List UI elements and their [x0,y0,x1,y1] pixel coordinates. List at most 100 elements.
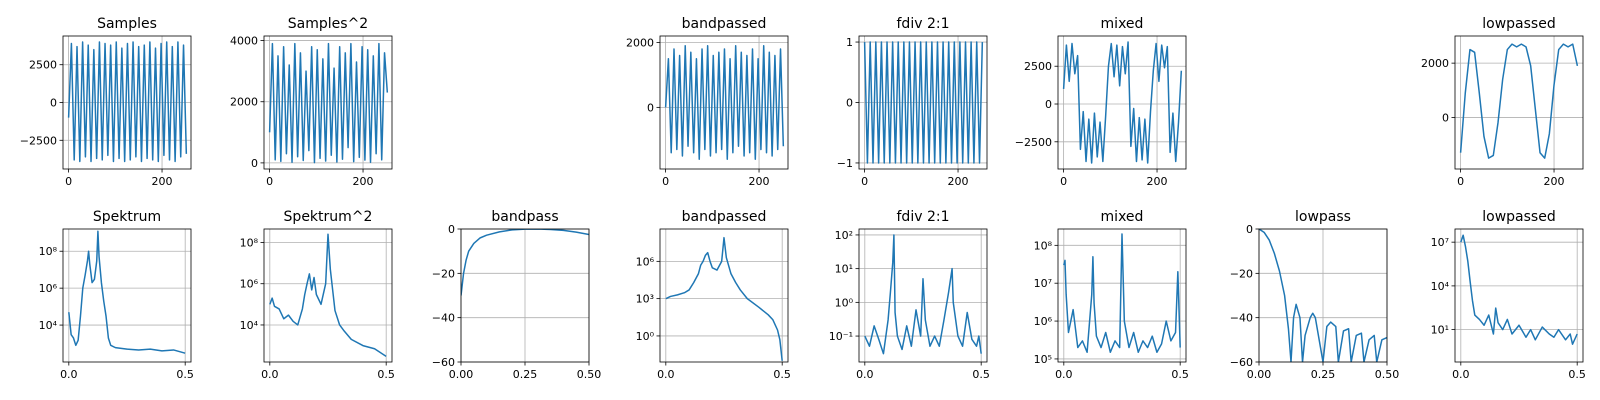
y-tick-label: 10⁴ [1431,280,1450,293]
y-tick-label: 10⁶ [39,282,58,295]
y-tick-label: 10⁶ [240,278,259,291]
subplot: 0.0 0.5 10⁴ 10⁶ 10⁸ Spektrum^2 [240,209,395,381]
y-tick-label: −20 [432,267,455,280]
y-tick-label: −1 [837,157,853,170]
axes-frame [1454,228,1584,363]
axes-frame [263,228,393,363]
axes-frame [858,228,988,363]
subplot-title: Samples^2 [288,16,368,32]
y-tick-label: 10² [835,229,853,242]
data-line [269,233,387,357]
y-tick-label: 10⁴ [240,319,259,332]
x-tick-label: 0 [861,175,868,188]
axes-frame [263,35,393,170]
subplot: 0.00 0.25 0.50 −60 −40 −20 0 lowpass [1230,209,1399,381]
x-tick-label: 0 [662,175,669,188]
x-tick-label: 0.25 [1311,368,1336,381]
y-tick-label: 0 [1442,111,1449,124]
x-tick-label: 200 [948,175,969,188]
x-tick-label: 0.0 [60,368,78,381]
subplot: 0.0 0.5 10⁵ 10⁶ 10⁷ 10⁸ mixed [1034,209,1189,381]
subplot: 0.0 0.5 10⁰ 10³ 10⁶ bandpassed [636,209,791,381]
y-tick-label: 0 [1045,98,1052,111]
x-tick-label: 200 [152,175,173,188]
y-tick-label: 10⁻¹ [829,330,853,343]
y-tick-label: 10⁵ [1034,353,1052,366]
y-tick-label: −40 [1230,312,1253,325]
x-tick-label: 200 [353,175,374,188]
y-tick-label: 10⁶ [1034,315,1053,328]
subplot: 0 200 −1 0 1 fdiv 2:1 [837,16,988,188]
y-tick-label: 10¹ [835,263,853,276]
y-tick-label: 10³ [636,293,654,306]
subplot-title: lowpassed [1482,16,1555,32]
x-tick-label: 0.5 [972,368,990,381]
data-line [864,234,982,355]
y-tick-label: 2500 [29,59,57,72]
subplot: 0.0 0.5 10⁻¹ 10⁰ 10¹ 10² fdiv 2:1 [829,209,990,381]
y-tick-label: 10¹ [1431,324,1449,337]
y-tick-label: −40 [432,312,455,325]
y-tick-label: 2000 [626,36,654,49]
axes-frame [62,35,192,170]
subplot: 0.0 0.5 10¹ 10⁴ 10⁷ lowpassed [1431,209,1586,381]
axes-frame [460,228,590,363]
x-tick-label: 0.0 [261,368,279,381]
x-tick-label: 0.25 [513,368,538,381]
x-tick-label: 0.5 [176,368,194,381]
subplot: 0 200 −2500 0 2500 mixed [1015,16,1187,188]
subplot-title: fdiv 2:1 [897,16,950,32]
y-tick-label: −20 [1230,267,1253,280]
subplot-title: bandpass [491,209,558,225]
y-tick-label: 2500 [1024,60,1052,73]
y-tick-label: −2500 [1015,136,1052,149]
data-line [461,229,589,296]
subplot-title: fdiv 2:1 [897,209,950,225]
y-tick-label: 0 [846,97,853,110]
x-tick-label: 0.0 [1452,368,1470,381]
x-tick-label: 0 [65,175,72,188]
data-line [1062,41,1183,164]
x-tick-label: 0 [1060,175,1067,188]
x-tick-label: 0.5 [1171,368,1189,381]
y-tick-label: 10⁶ [636,255,655,268]
x-tick-label: 0.5 [377,368,395,381]
subplot: 0 200 −2500 0 2500 Samples [20,16,192,188]
x-tick-label: 0.5 [1568,368,1586,381]
subplot: 0.0 0.5 10⁴ 10⁶ 10⁸ Spektrum [39,209,194,381]
x-tick-label: 0.0 [657,368,675,381]
axes-frame [659,228,789,363]
y-tick-label: 0 [1246,223,1253,236]
data-line [1460,234,1578,345]
data-line [67,41,188,163]
x-tick-label: 0.00 [449,368,474,381]
x-tick-label: 200 [1147,175,1168,188]
x-tick-label: 0.50 [577,368,602,381]
subplot-title: bandpassed [682,16,767,32]
y-tick-label: 0 [251,157,258,170]
subplot-title: Samples [97,16,157,32]
data-line [1063,233,1181,354]
y-tick-label: 0 [647,101,654,114]
subplot-title: bandpassed [682,209,767,225]
subplot-title: mixed [1101,209,1144,225]
subplot-title: lowpass [1295,209,1351,225]
y-tick-label: 0 [50,97,57,110]
x-tick-label: 0.50 [1375,368,1400,381]
y-tick-label: 10⁷ [1034,277,1052,290]
y-tick-label: 1 [846,36,853,49]
x-tick-label: 0 [1457,175,1464,188]
data-line [1459,43,1579,159]
axes-frame [1258,228,1388,363]
data-line [1259,229,1387,362]
axes-frame [62,228,192,363]
subplot-title: lowpassed [1482,209,1555,225]
y-tick-label: 10⁴ [39,319,58,332]
x-tick-label: 0 [266,175,273,188]
x-tick-label: 200 [749,175,770,188]
axes-frame [1057,35,1187,170]
data-line [68,230,186,354]
